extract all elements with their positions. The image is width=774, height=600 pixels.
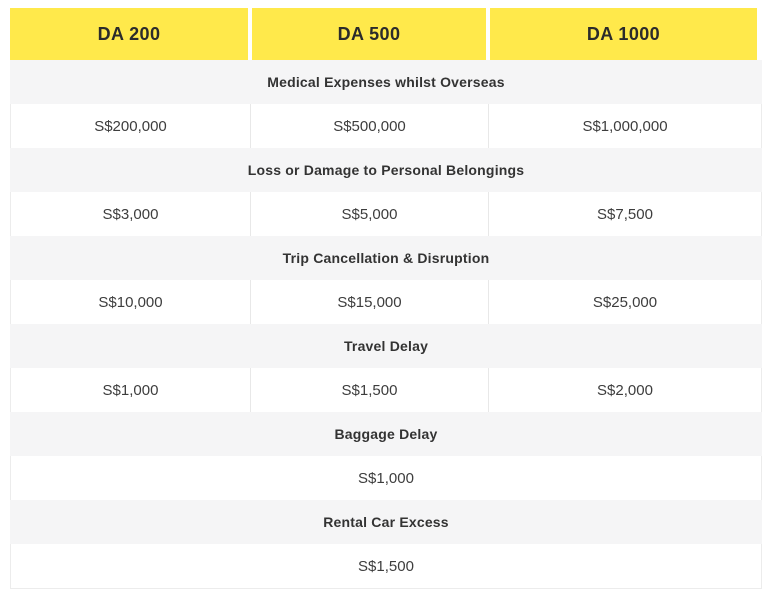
value-cell: S$3,000 (102, 205, 159, 223)
value-cell: S$5,000 (250, 192, 488, 236)
plan-header-label: DA 500 (337, 23, 401, 44)
plan-header-da-200: DA 200 (10, 8, 248, 60)
value-cell: S$1,500 (250, 368, 488, 412)
value-row: S$1,000 (10, 456, 762, 500)
value-cell: S$2,000 (488, 368, 761, 412)
value-row: S$3,000 S$5,000 S$7,500 (10, 192, 762, 236)
category-label: Loss or Damage to Personal Belongings (247, 162, 525, 178)
value-row: S$10,000 S$15,000 S$25,000 (10, 280, 762, 324)
plan-benefits-table: DA 200 DA 500 DA 1000 Medical Expenses w… (10, 8, 762, 589)
category-label: Baggage Delay (334, 426, 438, 442)
category-label: Medical Expenses whilst Overseas (267, 74, 505, 90)
category-row: Loss or Damage to Personal Belongings (10, 148, 762, 192)
plan-header-da-500: DA 500 (252, 8, 486, 60)
plan-header-da-1000: DA 1000 (490, 8, 757, 60)
value-cell: S$500,000 (250, 104, 488, 148)
value-cell: S$15,000 (250, 280, 488, 324)
value-row: S$1,500 (10, 544, 762, 589)
category-label: Rental Car Excess (323, 514, 449, 530)
value-cell: S$1,000 (102, 381, 159, 399)
category-label: Travel Delay (343, 338, 429, 354)
value-cell: S$10,000 (98, 293, 163, 311)
benefit-rows: Medical Expenses whilst Overseas S$200,00… (10, 60, 762, 589)
value-cell: S$1,500 (358, 557, 414, 575)
category-label: Trip Cancellation & Disruption (282, 250, 490, 266)
value-row: S$200,000 S$500,000 S$1,000,000 (10, 104, 762, 148)
value-row: S$1,000 S$1,500 S$2,000 (10, 368, 762, 412)
plan-header-row: DA 200 DA 500 DA 1000 (10, 8, 762, 60)
value-cell: S$1,000 (358, 469, 414, 487)
value-cell: S$1,000,000 (488, 104, 761, 148)
category-row: Travel Delay (10, 324, 762, 368)
plan-header-label: DA 200 (97, 23, 161, 44)
value-cell: S$7,500 (488, 192, 761, 236)
category-row: Medical Expenses whilst Overseas (10, 60, 762, 104)
value-cell: S$200,000 (94, 117, 167, 135)
value-cell: S$25,000 (488, 280, 761, 324)
category-row: Trip Cancellation & Disruption (10, 236, 762, 280)
plan-header-label: DA 1000 (586, 23, 661, 44)
category-row: Rental Car Excess (10, 500, 762, 544)
category-row: Baggage Delay (10, 412, 762, 456)
